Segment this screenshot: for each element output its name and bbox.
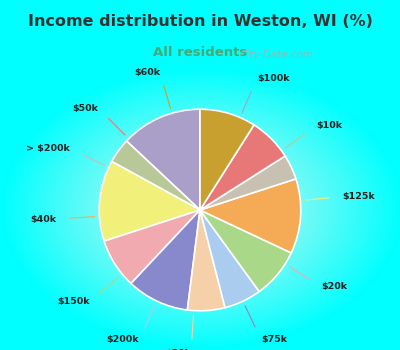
Text: $200k: $200k <box>106 335 139 344</box>
Text: $20k: $20k <box>321 282 347 291</box>
Wedge shape <box>131 210 200 310</box>
Wedge shape <box>200 210 291 292</box>
Text: $40k: $40k <box>31 215 57 224</box>
Text: $150k: $150k <box>57 297 90 306</box>
Text: $75k: $75k <box>261 335 287 344</box>
Wedge shape <box>200 179 301 253</box>
Wedge shape <box>200 109 254 210</box>
Wedge shape <box>112 141 200 210</box>
Wedge shape <box>200 210 259 308</box>
Text: $125k: $125k <box>343 192 376 201</box>
Text: $50k: $50k <box>73 104 99 113</box>
Wedge shape <box>99 161 200 241</box>
Wedge shape <box>200 156 296 210</box>
Wedge shape <box>200 125 285 210</box>
Text: $100k: $100k <box>257 74 290 83</box>
Text: All residents: All residents <box>153 46 247 59</box>
Text: $60k: $60k <box>134 68 160 77</box>
Wedge shape <box>104 210 200 284</box>
Text: $30k: $30k <box>165 349 191 350</box>
Text: > $200k: > $200k <box>26 145 70 153</box>
Text: $10k: $10k <box>316 121 342 130</box>
Text: City-Data.com: City-Data.com <box>239 50 313 61</box>
Wedge shape <box>187 210 225 311</box>
Wedge shape <box>126 109 200 210</box>
Text: Income distribution in Weston, WI (%): Income distribution in Weston, WI (%) <box>28 14 372 28</box>
